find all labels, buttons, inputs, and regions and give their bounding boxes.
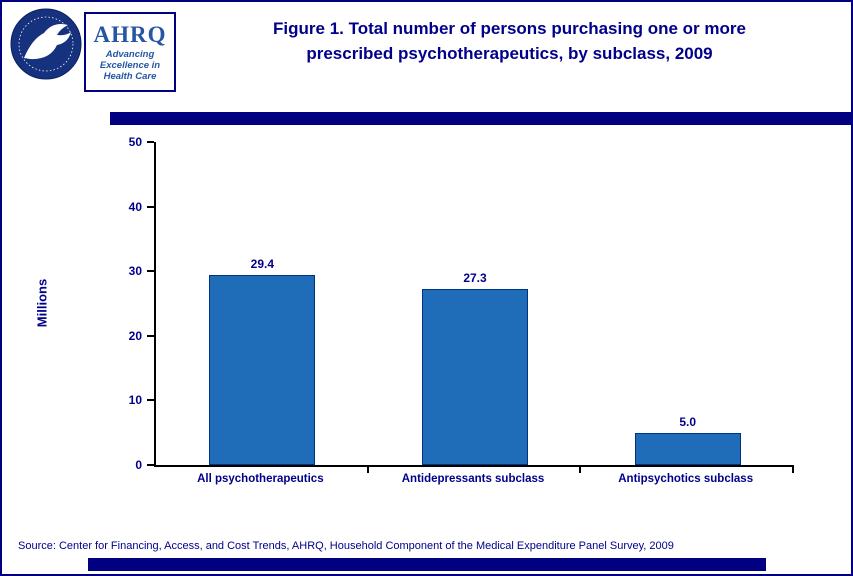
hhs-eagle-icon: [10, 8, 82, 80]
category-label: Antipsychotics subclass: [618, 473, 754, 485]
y-axis-tick: [147, 334, 154, 337]
y-axis-tick: [147, 270, 154, 273]
y-axis-tick-label: 0: [135, 458, 142, 472]
ahrq-logo: AHRQ Advancing Excellence in Health Care: [84, 12, 176, 92]
y-axis-tick: [147, 399, 154, 402]
y-axis-tick-label: 40: [128, 199, 142, 214]
y-axis-tick: [147, 141, 154, 143]
bar-value-label: 5.0: [679, 414, 697, 429]
bar: [634, 432, 741, 465]
figure-title: Figure 1. Total number of persons purcha…: [182, 16, 837, 66]
bar-group: 27.3: [369, 271, 582, 465]
figure-title-line1: Figure 1. Total number of persons purcha…: [273, 19, 746, 38]
x-axis-tick: [366, 467, 369, 473]
y-axis-tick-label: 30: [128, 264, 142, 279]
bars: 29.4 27.3 5.0: [156, 142, 794, 465]
y-axis-tick: [147, 205, 154, 208]
figure-title-line2: prescribed psychotherapeutics, by subcla…: [306, 44, 713, 63]
ahrq-tagline-line: Excellence in: [99, 59, 161, 71]
ahrq-acronym: AHRQ: [93, 21, 167, 47]
category-label: Antidepressants subclass: [401, 473, 545, 485]
hhs-logo: [10, 8, 82, 80]
source-note: Source: Center for Financing, Access, an…: [18, 540, 674, 552]
category-labels: All psychotherapeutics Antidepressants su…: [154, 473, 792, 485]
y-axis-tick-label: 20: [128, 328, 142, 343]
bar-group: 5.0: [581, 415, 794, 465]
y-axis-tick-label: 10: [128, 393, 142, 408]
footer-band: [88, 558, 766, 571]
y-axis-title: Millions: [34, 278, 50, 328]
x-axis-tick: [792, 467, 794, 473]
category-label: All psychotherapeutics: [197, 473, 324, 485]
ahrq-tagline-line: Health Care: [103, 70, 157, 82]
bar: [422, 288, 528, 465]
bar-value-label: 29.4: [250, 257, 275, 272]
y-axis-tick-label: 50: [128, 135, 142, 149]
plot-area: 29.4 27.3 5.0 0 10 20 30 40 50: [129, 135, 794, 473]
bar-value-label: 27.3: [463, 270, 487, 285]
ahrq-tagline: Advancing Excellence in Health Care: [100, 49, 160, 82]
bar: [209, 275, 316, 465]
bar-group: 29.4: [156, 257, 369, 465]
ahrq-tagline-line: Advancing: [105, 48, 155, 60]
x-axis-tick: [579, 467, 582, 473]
header-divider-band: [110, 112, 851, 125]
y-axis-tick: [147, 464, 154, 466]
